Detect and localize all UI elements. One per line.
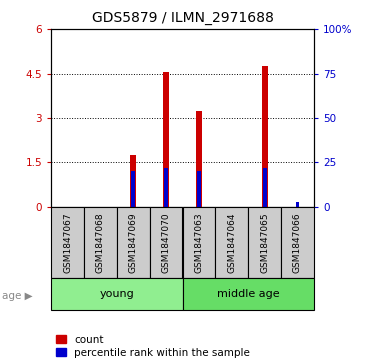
Text: middle age: middle age <box>217 289 280 299</box>
Bar <box>84 207 117 278</box>
Bar <box>131 171 135 207</box>
Text: GSM1847066: GSM1847066 <box>293 213 302 273</box>
Legend: count, percentile rank within the sample: count, percentile rank within the sample <box>56 335 250 358</box>
Bar <box>163 72 169 207</box>
Text: GSM1847064: GSM1847064 <box>227 213 236 273</box>
Bar <box>248 207 281 278</box>
Bar <box>182 278 314 310</box>
Title: GDS5879 / ILMN_2971688: GDS5879 / ILMN_2971688 <box>92 11 273 25</box>
Text: young: young <box>99 289 134 299</box>
Text: GSM1847068: GSM1847068 <box>96 213 105 273</box>
Bar <box>262 66 268 207</box>
Text: GSM1847063: GSM1847063 <box>195 213 203 273</box>
Text: age ▶: age ▶ <box>2 291 32 301</box>
Bar <box>130 155 136 207</box>
Bar <box>263 168 266 207</box>
Bar <box>164 168 168 207</box>
Text: GSM1847069: GSM1847069 <box>129 213 138 273</box>
Bar <box>281 207 314 278</box>
Text: GSM1847070: GSM1847070 <box>162 213 170 273</box>
Text: GSM1847065: GSM1847065 <box>260 213 269 273</box>
Bar <box>51 278 182 310</box>
Bar <box>196 111 202 207</box>
Bar <box>215 207 248 278</box>
Bar <box>296 201 299 207</box>
Bar <box>197 171 201 207</box>
Bar <box>150 207 182 278</box>
Bar <box>117 207 150 278</box>
Bar <box>51 207 84 278</box>
Text: GSM1847067: GSM1847067 <box>63 213 72 273</box>
Bar <box>182 207 215 278</box>
